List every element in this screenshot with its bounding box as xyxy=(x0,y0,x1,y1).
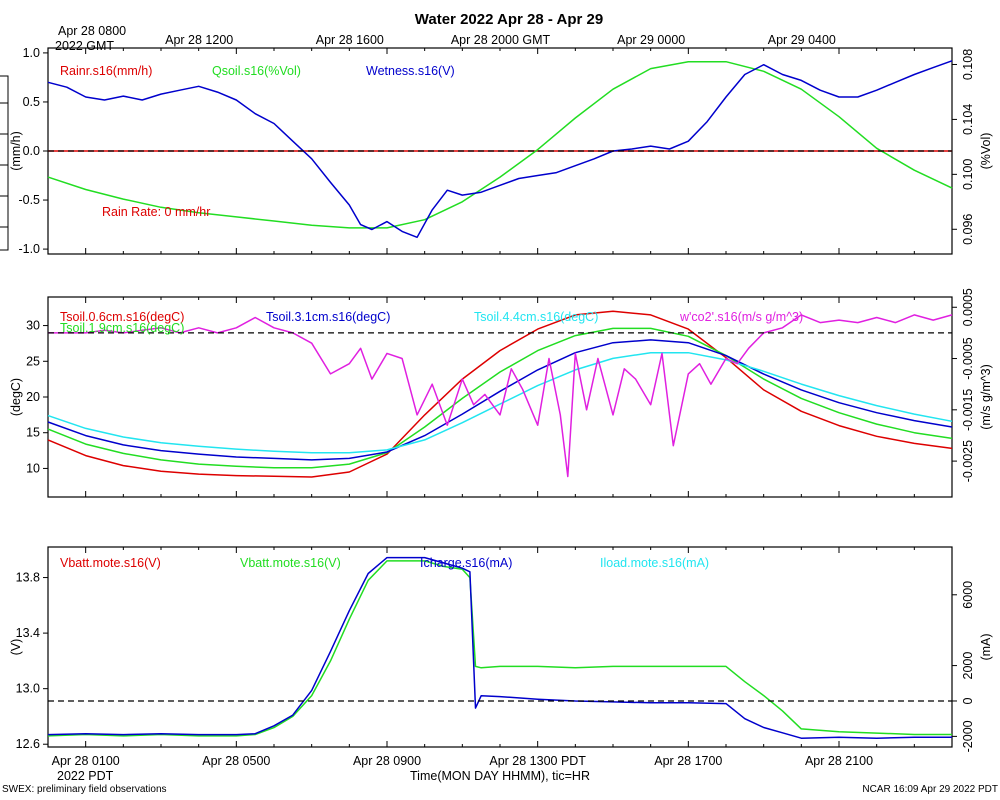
right-axis-tick-label: 6000 xyxy=(961,581,975,609)
right-axis-tick-label: -0.0005 xyxy=(961,337,975,379)
series-line-tsoil-0-6cm-s16 xyxy=(47,310,953,478)
bottom-axis-tick-label: Apr 28 1300 PDT xyxy=(489,754,586,768)
series-line-tsoil-1-9cm-s16 xyxy=(47,327,953,469)
right-axis-label: (m/s g/m^3) xyxy=(979,364,993,430)
right-axis-tick-label: -2000 xyxy=(961,720,975,752)
top-axis-tick-label: Apr 28 2000 GMT xyxy=(451,33,551,47)
left-axis-tick-label: 0.5 xyxy=(23,95,40,109)
footer-left: SWEX: preliminary field observations xyxy=(2,784,167,795)
legend-entry: w'co2'.s16(m/s g/m^3) xyxy=(679,310,803,324)
left-axis-tick-label: 13.8 xyxy=(16,571,40,585)
series-line-wetness-s16 xyxy=(47,60,953,239)
left-edge-legend-box xyxy=(0,75,9,251)
series-line-vbatt-mote-s16-green- xyxy=(47,560,952,737)
bottom-axis-tick-label: Apr 28 0100 xyxy=(52,754,120,768)
panel-frame xyxy=(47,546,953,748)
legend-entry: Qsoil.s16(%Vol) xyxy=(212,64,301,78)
legend-entry: Rainr.s16(mm/h) xyxy=(60,64,152,78)
legend-box-edge xyxy=(0,75,9,251)
left-axis-tick-label: 15 xyxy=(26,426,40,440)
right-axis-tick-label: 0 xyxy=(961,697,975,704)
right-axis-tick-label: 0.096 xyxy=(961,214,975,245)
left-axis-tick-label: 30 xyxy=(26,319,40,333)
legend-entry: Tsoil.4.4cm.s16(degC) xyxy=(474,310,598,324)
left-axis-tick-label: 0.0 xyxy=(23,144,40,158)
top-axis-tick-label: Apr 28 1600 xyxy=(316,33,384,47)
bottom-axis-tick-label: Apr 28 0500 xyxy=(202,754,270,768)
right-axis-tick-label: 0.100 xyxy=(961,159,975,190)
series-line-tsoil-4-4cm-s16 xyxy=(47,351,953,454)
legend-entry: Tsoil.1.9cm.s16(degC) xyxy=(60,321,184,335)
legend-entry: Iload.mote.s16(mA) xyxy=(600,556,709,570)
right-axis-tick-label: -0.0025 xyxy=(961,440,975,482)
right-axis-tick-label: 0.104 xyxy=(961,104,975,135)
left-axis-label: (V) xyxy=(9,639,23,656)
footer-right: NCAR 16:09 Apr 29 2022 PDT xyxy=(862,784,998,795)
legend-entry: Vbatt.mote.s16(V) xyxy=(240,556,341,570)
left-axis-tick-label: 20 xyxy=(26,390,40,404)
legend-entry: Tsoil.3.1cm.s16(degC) xyxy=(266,310,390,324)
x-axis-label: Time(MON DAY HHMM), tic=HR xyxy=(410,769,590,783)
left-axis-label: (degC) xyxy=(9,378,23,416)
right-axis-tick-label: 0.108 xyxy=(961,49,975,80)
series-line-w-co2-s16 xyxy=(48,314,953,478)
top-axis-start-label: Apr 28 0800 xyxy=(58,24,126,38)
panel-battery: 12.6 13.0 13.4 13.8 -2000 0 2000 6000 (V) (mA) Vba… xyxy=(9,546,993,752)
top-axis-tick-label: Apr 28 1200 xyxy=(165,33,233,47)
top-axis-tick-label: Apr 29 0000 xyxy=(617,33,685,47)
top-axis-tick-labels: Apr 28 1200 Apr 28 1600 Apr 28 2000 GMT Apr… xyxy=(165,33,836,47)
top-axis-start-year: 2022 GMT xyxy=(55,39,114,53)
plot-panels: -1.0 -0.5 0.0 0.5 1.0 0.096 0.100 0.104 0.108 (mm… xyxy=(0,46,993,752)
left-axis-tick-label: -1.0 xyxy=(18,242,40,256)
top-axis-tick-label: Apr 29 0400 xyxy=(768,33,836,47)
rain-rate-annotation: Rain Rate: 0 mm/hr xyxy=(102,205,210,219)
legend-entry: Wetness.s16(V) xyxy=(366,64,455,78)
right-axis-tick-label: 0.0005 xyxy=(961,288,975,326)
left-axis-label: (mm/h) xyxy=(9,131,23,171)
legend-entry: Icharge.s16(mA) xyxy=(420,556,512,570)
left-axis-tick-label: 10 xyxy=(26,461,40,475)
legend-entry: Vbatt.mote.s16(V) xyxy=(60,556,161,570)
left-axis-tick-label: 25 xyxy=(26,354,40,368)
bottom-axis-tick-label: Apr 28 0900 xyxy=(353,754,421,768)
right-axis-label: (%Vol) xyxy=(979,133,993,170)
series-line-tsoil-3-1cm-s16 xyxy=(47,339,953,461)
series-line-qsoil-s16 xyxy=(47,60,953,229)
right-axis-tick-label: -0.0015 xyxy=(961,389,975,431)
panel-rain-soil: -1.0 -0.5 0.0 0.5 1.0 0.096 0.100 0.104 0.108 (mm… xyxy=(9,46,993,256)
left-axis-tick-label: 1.0 xyxy=(23,46,40,60)
bottom-axis-tick-label: Apr 28 2100 xyxy=(805,754,873,768)
right-axis-tick-label: 2000 xyxy=(961,652,975,680)
left-axis-tick-label: 13.4 xyxy=(16,626,40,640)
bottom-axis-tick-label: Apr 28 1700 xyxy=(654,754,722,768)
legend-entry: Tsoil.0.6cm.s16(degC) xyxy=(60,310,184,324)
left-axis-tick-label: -0.5 xyxy=(18,193,40,207)
series-line-icharge-s16 xyxy=(47,556,952,739)
chart-title: Water 2022 Apr 28 - Apr 29 xyxy=(415,11,603,28)
panel-soil-temp: 10 15 20 25 30 -0.0025 -0.0015 -0.0005 0.0005 (de… xyxy=(9,288,993,498)
right-axis-label: (mA) xyxy=(979,633,993,660)
left-axis-tick-label: 13.0 xyxy=(16,682,40,696)
bottom-axis-tick-labels: Apr 28 0100 Apr 28 0500 Apr 28 0900 Apr 28 … xyxy=(52,754,873,768)
left-axis-tick-label: 12.6 xyxy=(16,737,40,751)
bottom-axis-year: 2022 PDT xyxy=(57,769,114,783)
